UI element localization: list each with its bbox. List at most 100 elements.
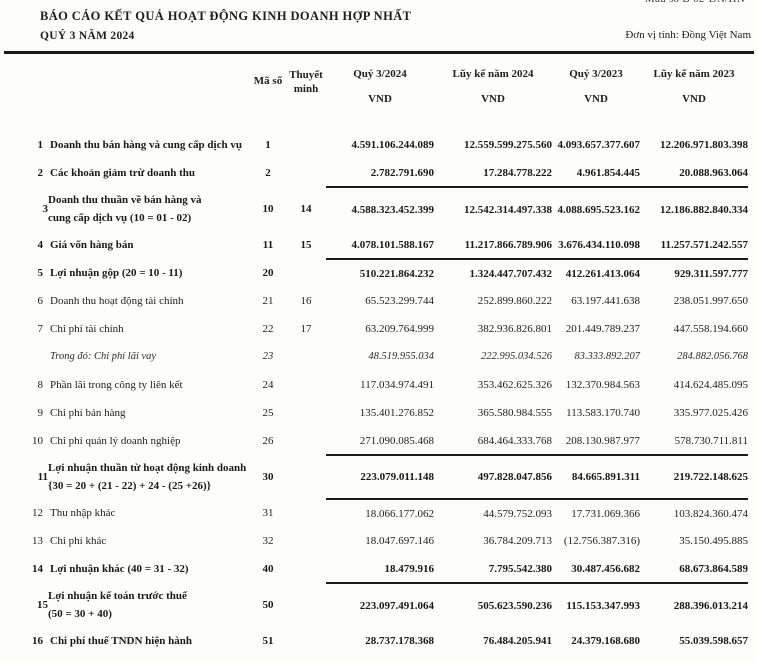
row-label: Giá vốn hàng bán (50, 239, 134, 252)
row-value: 284.882.056.768 (677, 351, 748, 363)
row-value: 4.078.101.588.167 (351, 238, 435, 251)
row-value: 288.396.013.214 (640, 582, 748, 628)
row-note-ref (286, 259, 326, 287)
row-note-ref (286, 371, 326, 399)
row-number: 14 (32, 563, 43, 576)
row-value: 103.824.360.474 (640, 498, 748, 528)
row-value: 84.665.891.311 (552, 454, 640, 500)
row-number: 6 (37, 295, 44, 308)
row-value: 135.401.276.852 (359, 407, 434, 420)
row-code: 50 (262, 599, 274, 612)
report-title: BÁO CÁO KẾT QUẢ HOẠT ĐỘNG KINH DOANH HỢP… (40, 9, 412, 23)
table-row: 8 Phần lãi trong công ty liên kết 24 117.03… (30, 371, 749, 399)
title-block: BÁO CÁO KẾT QUẢ HOẠT ĐỘNG KINH DOANH HỢP… (40, 9, 411, 42)
row-value: 353.462.625.326 (477, 379, 552, 392)
row-label: Doanh thu bán hàng và cung cấp dịch vụ (50, 139, 242, 152)
row-value: 115.153.347.993 (552, 582, 640, 628)
row-value: 63.209.764.999 (365, 323, 434, 336)
row-label: Lợi nhuận gộp (20 = 10 - 11) (50, 267, 183, 280)
row-label: Các khoản giảm trừ doanh thu (50, 167, 196, 180)
row-note-ref (286, 343, 326, 371)
row-value: 35.530.295.711 (640, 655, 748, 662)
row-value: 201.449.789.237 (565, 323, 640, 336)
row-code: 26 (262, 435, 274, 448)
row-label: Doanh thu hoạt động tài chính (50, 295, 184, 308)
table-header: Mã số Thuyết minh Quý 3/2024 VND Lũy kế … (30, 54, 748, 131)
row-number: 13 (32, 535, 43, 548)
table-row: 4 Giá vốn hàng bán 11 15 4.078.101.588.167 11… (30, 231, 749, 259)
row-value: 28.737.178.368 (365, 635, 434, 648)
row-value: 365.580.984.555 (477, 407, 552, 420)
table-row: 3 Doanh thu thuần về bán hàng và cung cấp … (30, 186, 748, 232)
row-value: 382.936.826.801 (477, 323, 552, 336)
row-label: Chi phí khác (50, 535, 107, 548)
row-number: 15 (37, 599, 48, 612)
table-row: 15 Lợi nhuận kế toán trước thuế (50 = 30 +… (30, 582, 748, 628)
table-row: 10 Chi phí quản lý doanh nghiệp 26 271.090.… (30, 427, 748, 455)
row-code: 25 (262, 407, 274, 420)
report-period: QUÝ 3 NĂM 2024 (40, 30, 135, 42)
row-value: 18.066.177.062 (326, 498, 434, 528)
row-number: 17 (30, 655, 48, 662)
row-label: Lợi nhuận thuần từ hoạt động kinh doanh{… (48, 462, 247, 493)
income-statement-table: Mã số Thuyết minh Quý 3/2024 VND Lũy kế … (30, 54, 748, 662)
table-row: 11 Lợi nhuận thuần từ hoạt động kinh doan… (30, 454, 748, 500)
row-value: 497.828.047.856 (434, 454, 552, 500)
row-label: Chi phí thuế TNDN hoãn lại (48, 655, 250, 662)
row-code: 22 (262, 323, 274, 336)
row-label: Thu nhập khác (50, 507, 116, 520)
row-value: 17.284.778.222 (483, 166, 552, 179)
table-row: 16 Chi phí thuế TNDN hiện hành 51 28.737.17… (30, 627, 748, 655)
row-value: 684.464.333.768 (477, 434, 552, 447)
row-value: 83.333.892.207 (574, 351, 640, 363)
row-label: Trong đó: Chi phí lãi vay (50, 351, 157, 363)
table-row: 9 Chi phí bán hàng 25 135.401.276.852 365.58… (30, 399, 749, 427)
row-label: Doanh thu thuần về bán hàng và cung cấp d… (48, 194, 202, 225)
row-code: 32 (262, 535, 274, 548)
row-value: 48.519.955.034 (368, 351, 434, 363)
row-value: (12.756.387.316) (563, 535, 640, 548)
row-note-ref: 16 (300, 295, 312, 308)
row-code: 11 (262, 239, 274, 252)
table-row: 13 Chi phí khác 32 18.047.697.146 36.784.209… (30, 527, 748, 555)
row-label: Phần lãi trong công ty liên kết (50, 379, 183, 392)
row-value: 505.623.590.236 (434, 582, 552, 628)
row-value: 1.324.447.707.432 (434, 258, 552, 288)
row-value: 219.722.148.625 (640, 454, 748, 500)
row-label: Lợi nhuận khác (40 = 31 - 32) (50, 563, 189, 576)
row-value: 4.591.106.244.089 (351, 139, 435, 152)
row-value: 4.093.657.377.607 (557, 139, 641, 152)
row-value: 4.588.323.452.399 (326, 186, 434, 232)
row-note-ref (286, 131, 326, 159)
row-number: 4 (37, 239, 44, 252)
row-value: 3.676.434.110.098 (558, 238, 640, 251)
row-note-ref (286, 399, 326, 427)
row-number: 5 (37, 267, 44, 280)
currency-unit-label: Đơn vị tính: Đồng Việt Nam (625, 29, 751, 41)
row-note-ref (286, 627, 326, 655)
row-note-ref (286, 555, 326, 583)
row-value: 4.961.854.445 (576, 166, 640, 179)
row-note-ref: 14 (300, 203, 312, 216)
table-row: 7 Chi phí tài chính 22 17 63.209.764.999 382.… (30, 315, 749, 343)
row-value: 10.309.556.493 (552, 655, 640, 662)
column-header-ma-so: Mã số (253, 75, 283, 87)
row-value: 63.197.441.638 (571, 295, 640, 308)
row-value: 132.370.984.563 (565, 379, 640, 392)
row-value: 18.479.916 (384, 562, 435, 575)
row-code: 30 (262, 471, 274, 484)
row-value: 252.899.860.222 (477, 295, 552, 308)
row-note-ref: 17 (300, 323, 312, 336)
row-number: 1 (37, 139, 44, 152)
table-body: 1 Doanh thu bán hàng và cung cấp dịch vụ 1… (30, 131, 748, 662)
row-value: 12.542.314.497.338 (434, 186, 552, 232)
row-code: 21 (262, 295, 274, 308)
row-value: 2.782.791.690 (370, 166, 434, 179)
table-row: 2 Các khoản giảm trừ doanh thu 2 2.782.791.… (30, 159, 749, 187)
row-value: 414.624.485.095 (673, 379, 748, 392)
row-value: 36.784.209.713 (483, 535, 552, 548)
row-number: 3 (42, 203, 49, 216)
column-header-ytd-2024: Lũy kế năm 2024 VND (452, 68, 534, 106)
table-row: 5 Lợi nhuận gộp (20 = 10 - 11) 20 510.221.8… (30, 258, 748, 288)
